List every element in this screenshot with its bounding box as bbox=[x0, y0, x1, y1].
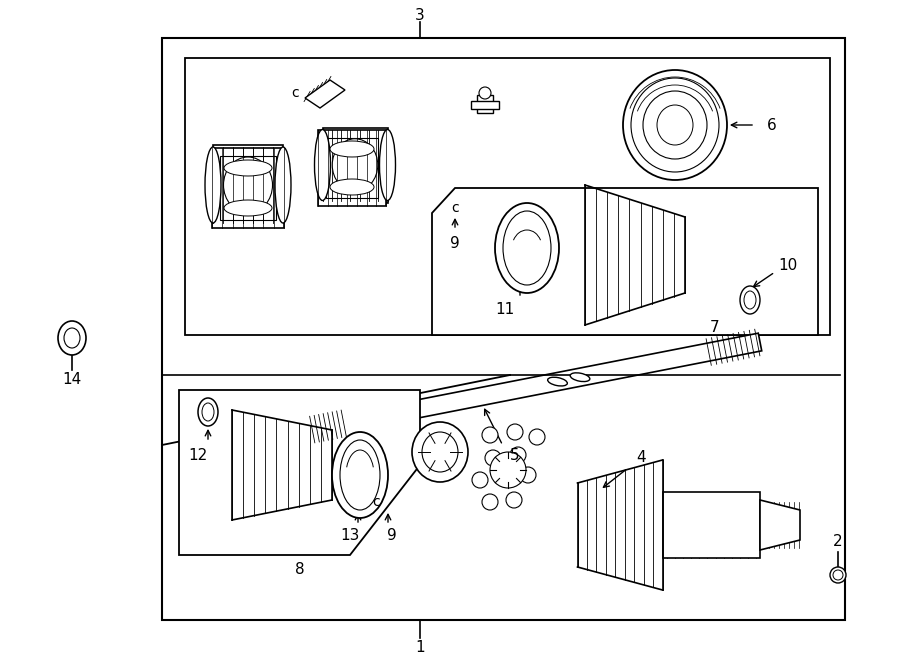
Ellipse shape bbox=[422, 432, 458, 472]
Bar bbox=[220, 156, 276, 220]
Ellipse shape bbox=[224, 200, 272, 216]
Text: 13: 13 bbox=[340, 527, 360, 543]
Ellipse shape bbox=[571, 373, 590, 381]
Text: 1: 1 bbox=[415, 641, 425, 656]
Bar bbox=[162, 38, 845, 620]
Text: 12: 12 bbox=[188, 447, 208, 463]
Text: 5: 5 bbox=[510, 448, 519, 463]
Bar bbox=[663, 492, 760, 558]
Circle shape bbox=[482, 427, 498, 443]
Bar bbox=[212, 148, 284, 228]
Polygon shape bbox=[432, 188, 818, 335]
Text: c: c bbox=[373, 495, 380, 509]
Ellipse shape bbox=[205, 147, 221, 223]
Circle shape bbox=[479, 87, 491, 99]
Text: 6: 6 bbox=[767, 118, 777, 132]
Ellipse shape bbox=[631, 78, 719, 172]
Circle shape bbox=[520, 467, 536, 483]
Circle shape bbox=[833, 570, 843, 580]
Ellipse shape bbox=[330, 141, 374, 157]
Text: 10: 10 bbox=[778, 258, 797, 272]
Ellipse shape bbox=[412, 422, 468, 482]
Ellipse shape bbox=[503, 211, 551, 285]
Ellipse shape bbox=[657, 105, 693, 145]
Text: 14: 14 bbox=[62, 373, 82, 387]
Ellipse shape bbox=[275, 147, 291, 223]
Ellipse shape bbox=[64, 328, 80, 348]
Ellipse shape bbox=[744, 291, 756, 309]
Bar bbox=[326, 138, 378, 198]
Bar bbox=[471, 101, 499, 109]
Text: c: c bbox=[292, 86, 299, 100]
Ellipse shape bbox=[314, 130, 330, 200]
Ellipse shape bbox=[332, 432, 388, 518]
Text: c: c bbox=[451, 201, 459, 215]
Text: 3: 3 bbox=[415, 7, 425, 22]
Polygon shape bbox=[305, 80, 345, 108]
Bar bbox=[318, 130, 386, 206]
Ellipse shape bbox=[623, 70, 727, 180]
Ellipse shape bbox=[643, 91, 707, 159]
Circle shape bbox=[830, 567, 846, 583]
Circle shape bbox=[529, 429, 545, 445]
Polygon shape bbox=[309, 333, 761, 439]
Ellipse shape bbox=[198, 398, 218, 426]
Ellipse shape bbox=[380, 130, 395, 200]
Text: 9: 9 bbox=[387, 527, 397, 543]
Bar bbox=[477, 95, 493, 113]
Circle shape bbox=[506, 492, 522, 508]
Bar bbox=[185, 58, 830, 335]
Ellipse shape bbox=[224, 160, 272, 176]
Bar bbox=[213, 145, 283, 225]
Circle shape bbox=[485, 450, 501, 466]
Text: 9: 9 bbox=[450, 237, 460, 251]
Text: 8: 8 bbox=[295, 563, 305, 578]
Ellipse shape bbox=[495, 203, 559, 293]
Text: 7: 7 bbox=[710, 321, 720, 336]
Circle shape bbox=[472, 472, 488, 488]
Bar bbox=[322, 128, 388, 202]
Text: 2: 2 bbox=[833, 535, 842, 549]
Circle shape bbox=[507, 424, 523, 440]
Polygon shape bbox=[760, 500, 800, 550]
Text: 11: 11 bbox=[495, 303, 515, 317]
Text: 4: 4 bbox=[636, 451, 646, 465]
Ellipse shape bbox=[740, 286, 760, 314]
Polygon shape bbox=[179, 390, 420, 555]
Ellipse shape bbox=[223, 157, 273, 213]
Ellipse shape bbox=[340, 440, 380, 510]
Circle shape bbox=[482, 494, 498, 510]
Ellipse shape bbox=[330, 179, 374, 195]
Ellipse shape bbox=[58, 321, 86, 355]
Ellipse shape bbox=[332, 139, 378, 191]
Circle shape bbox=[497, 470, 513, 486]
Circle shape bbox=[490, 452, 526, 488]
Ellipse shape bbox=[202, 403, 214, 421]
Ellipse shape bbox=[548, 377, 567, 386]
Circle shape bbox=[510, 447, 526, 463]
